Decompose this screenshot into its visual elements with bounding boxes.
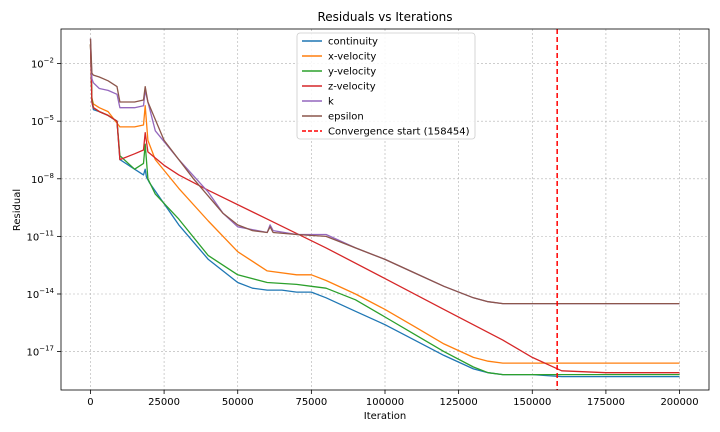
x-tick-label: 25000 [148, 397, 180, 408]
y-tick-label: 10−2 [31, 57, 54, 71]
x-tick-label: 125000 [440, 397, 478, 408]
legend-label: Convergence start (158454) [328, 127, 470, 138]
series-lines [89, 38, 680, 378]
y-tick-label: 10−11 [26, 229, 54, 243]
x-tick-label: 200000 [660, 397, 698, 408]
x-axis-ticks: 0 25000 50000 75000 100000 125000 150000 175000… [87, 390, 699, 408]
x-tick-label: 175000 [587, 397, 625, 408]
legend-label: epsilon [328, 112, 364, 123]
legend-label: z-velocity [328, 82, 376, 93]
legend-label: y-velocity [328, 67, 376, 78]
legend-box [296, 32, 476, 140]
legend: continuity x-velocity y-velocity z-velocity… [296, 32, 476, 140]
y-tick-label: 10−17 [26, 345, 54, 359]
legend-label: x-velocity [328, 52, 376, 63]
x-tick-label: 0 [87, 397, 93, 408]
x-axis-label: Iteration [364, 411, 406, 422]
y-tick-label: 10−5 [31, 114, 54, 128]
x-tick-label: 75000 [295, 397, 327, 408]
y-tick-label: 10−14 [26, 287, 54, 301]
y-axis-label: Residual [12, 189, 23, 231]
legend-label: continuity [328, 37, 378, 48]
series-line-epsilon [89, 38, 680, 305]
y-axis-ticks: 10−17 10−14 10−11 10−8 10−5 10−2 [26, 57, 61, 359]
legend-label: k [328, 97, 334, 108]
y-tick-label: 10−8 [31, 172, 54, 186]
series-line-z-velocity [89, 44, 680, 374]
chart-title: Residuals vs Iterations [317, 10, 452, 24]
x-tick-label: 100000 [366, 397, 404, 408]
x-tick-label: 150000 [513, 397, 551, 408]
x-tick-label: 50000 [222, 397, 254, 408]
